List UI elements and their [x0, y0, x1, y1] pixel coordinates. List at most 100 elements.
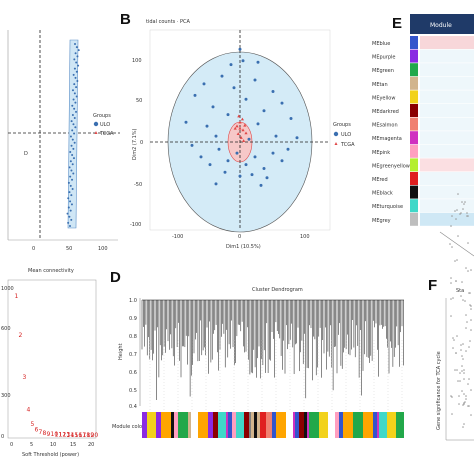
panel-f-point: [469, 304, 471, 306]
pca-point-ulo: [199, 155, 203, 159]
pca-point-ulo: [232, 86, 236, 90]
panel-b-xlabel: Dim1 (10.5%): [226, 244, 261, 250]
panel-f-point: [470, 269, 472, 271]
panel-f-point: [466, 212, 468, 214]
panel-f-point: [454, 369, 456, 371]
panel-f-point: [468, 378, 470, 380]
panel-b-ytick-0: 100: [132, 58, 142, 64]
panel-f-point: [470, 305, 472, 307]
panel-a-point: [75, 61, 78, 64]
pca-point-ulo: [265, 176, 269, 180]
panel-f-point: [452, 347, 454, 349]
panel-f-point: [449, 243, 451, 245]
panel-a-point: [74, 101, 77, 104]
panel-c-xtick-0: 0: [10, 442, 13, 448]
pca-point-ulo: [226, 159, 230, 163]
panel-f-point: [456, 369, 458, 371]
pca-point-ulo: [238, 174, 242, 178]
panel-f-point: [450, 315, 452, 317]
panel-f-point: [451, 215, 453, 217]
module-color-segment: [319, 412, 328, 438]
panel-a-point: [67, 181, 70, 184]
module-color-segment: [286, 412, 293, 438]
panel-f-point: [470, 414, 472, 416]
panel-a-legend-title: Groups: [93, 113, 111, 119]
panel-a-point: [71, 163, 74, 166]
panel-a-point: [73, 67, 76, 70]
panel-f-point: [452, 337, 454, 339]
panel-c-xtick-4: 20: [88, 442, 94, 448]
panel-c-xlabel: Soft Threshold (power): [22, 452, 79, 458]
pca-point-tcga: [235, 124, 239, 128]
panel-f-point: [463, 203, 465, 205]
connectivity-point: 7: [39, 429, 43, 436]
pca-point-ulo: [238, 47, 242, 51]
panel-a-point: [73, 107, 76, 110]
panel-f-point: [450, 395, 452, 397]
panel-c-ytick-2: 300: [1, 393, 11, 399]
panel-f-point: [460, 295, 462, 297]
module-value-cell: [420, 158, 474, 172]
connectivity-point: 10: [51, 431, 59, 438]
module-value-cell: [420, 36, 474, 49]
panel-f-point: [458, 403, 460, 405]
panel-f-point: [463, 369, 465, 371]
panel-a-ellipse: [67, 39, 79, 229]
panel-a-point: [69, 175, 72, 178]
module-label: MEsalmon: [372, 123, 398, 129]
panel-f-point: [457, 235, 459, 237]
module-value-cell: [420, 172, 474, 185]
module-color-segment: [339, 412, 343, 438]
panel-f-point: [470, 389, 472, 391]
panel-f-point: [450, 225, 452, 227]
panel-a-point: [69, 184, 72, 187]
panel-a-point: [77, 49, 80, 52]
panel-d-ytick-1: 0.9: [129, 316, 137, 322]
panel-f-point: [463, 372, 465, 374]
module-color-segment: [293, 412, 295, 438]
pca-point-tcga: [233, 126, 237, 130]
panel-e-header-bar: [410, 14, 474, 34]
panel-a-point: [72, 172, 75, 175]
panel-f-point: [462, 208, 464, 210]
pca-point-ulo: [295, 136, 299, 140]
panel-c-xtick-1: 5: [30, 442, 33, 448]
module-swatch: [410, 144, 418, 158]
panel-a-legend-tcga-marker: [94, 131, 98, 134]
panel-a-point: [75, 95, 78, 98]
pca-point-tcga: [239, 136, 243, 139]
panel-f-point: [470, 308, 472, 310]
panel-b-ylabel: Dim2 (7.1%): [132, 128, 138, 160]
panel-b-legend-tcga-marker: [334, 142, 338, 145]
panel-f-point: [455, 352, 457, 354]
panel-b-title: tidal counts · PCA: [146, 19, 191, 25]
connectivity-point: 20: [91, 432, 99, 439]
pca-point-ulo: [280, 159, 284, 163]
panel-f-point: [461, 370, 463, 372]
module-label: MEblue: [372, 41, 390, 47]
panel-a-point: [73, 141, 76, 144]
module-color-segment: [299, 412, 304, 438]
pca-point-ulo: [271, 151, 275, 155]
module-color-segment: [244, 412, 249, 438]
panel-a-point: [69, 200, 72, 203]
panel-f-point: [452, 297, 454, 299]
module-color-segment: [260, 412, 266, 438]
connectivity-point: 16: [75, 432, 83, 439]
connectivity-point: 19: [87, 432, 95, 439]
module-value-cell: [420, 144, 474, 158]
panel-b-ytick-4: -100: [130, 222, 141, 228]
panel-f-point: [465, 398, 467, 400]
panel-f-point: [462, 343, 464, 345]
panel-a-point: [73, 58, 76, 61]
module-label: MEturquoise: [372, 204, 403, 210]
module-swatch: [410, 117, 418, 131]
panel-a-point: [68, 166, 71, 169]
panel-a-point: [75, 70, 78, 73]
panel-f-point: [453, 339, 455, 341]
panel-a-point: [73, 92, 76, 95]
panel-f-point: [461, 281, 463, 283]
panel-d-ytick-3: 0.7: [129, 352, 137, 358]
